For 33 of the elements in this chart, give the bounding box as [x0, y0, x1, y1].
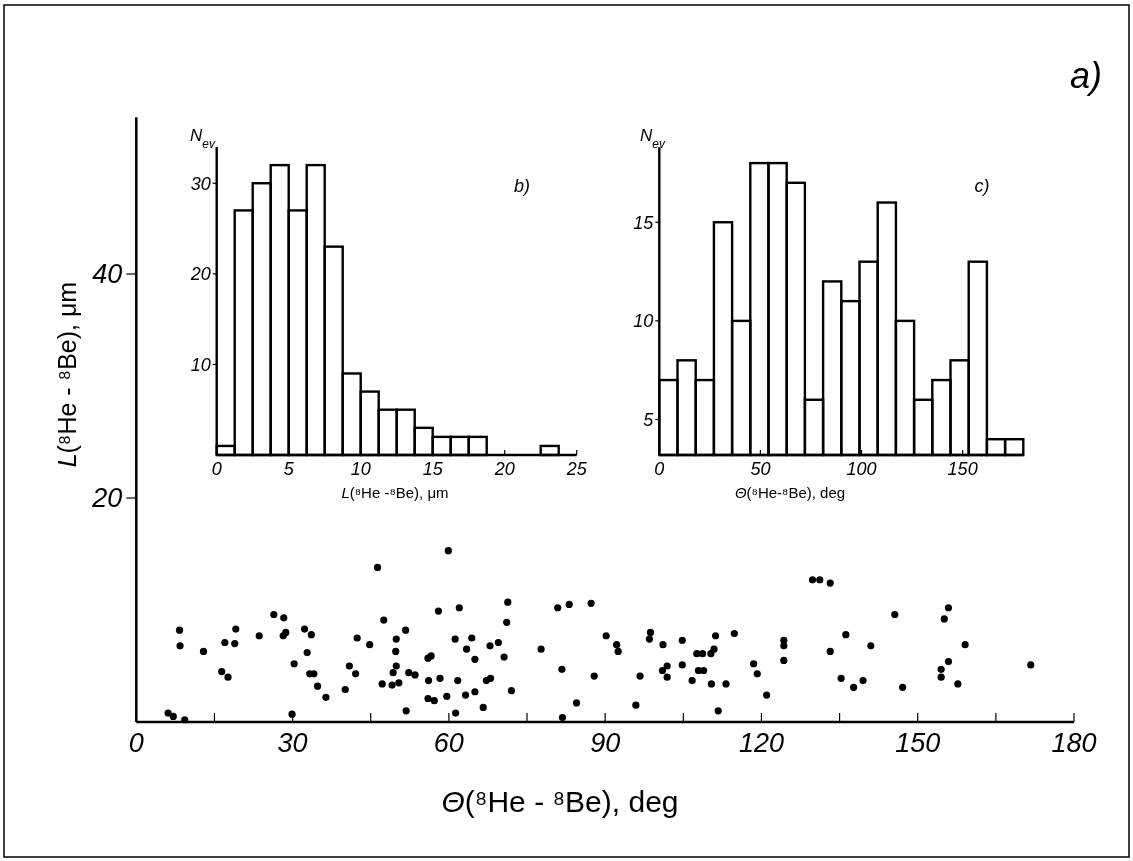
x-tick-label: 25: [565, 459, 588, 480]
x-axis-title: L(⁸He -⁸Be), μm: [341, 484, 449, 501]
x-tick-label: 5: [283, 459, 295, 480]
x-tick-label: 150: [895, 728, 941, 759]
x-tick-label: 120: [738, 728, 784, 759]
x-tick-label: 20: [493, 459, 515, 480]
y-tick-label: 40: [92, 259, 123, 290]
y-tick-label: 10: [190, 354, 211, 375]
x-tick-label: 0: [654, 459, 665, 480]
annotation: b): [513, 176, 531, 196]
y-axis-title: N$_{ev}$: [190, 126, 216, 151]
x-tick-label: 10: [350, 459, 371, 480]
y-tick-label: 10: [633, 311, 654, 332]
y-axis-title: N$_{ev}$: [640, 126, 666, 152]
y-tick-label: 30: [190, 173, 211, 194]
x-tick-label: 50: [750, 459, 771, 480]
y-tick-label: 15: [633, 212, 655, 233]
x-tick-label: 100: [846, 459, 877, 480]
x-tick-label: 180: [1051, 728, 1097, 759]
x-tick-label: 60: [433, 728, 464, 759]
x-tick-label: 150: [947, 459, 978, 480]
y-tick-label: 5: [643, 409, 655, 430]
y-tick-label: 20: [189, 264, 211, 285]
x-tick-label: 30: [277, 728, 308, 759]
text: a): [1069, 55, 1103, 96]
x-tick-label: 0: [128, 728, 144, 759]
y-axis-title: L(⁸He - ⁸Be), μm: [53, 281, 81, 468]
x-tick-label: 15: [422, 459, 444, 480]
x-tick-label: 0: [211, 459, 222, 480]
x-axis-title: Θ(⁸He - ⁸Be), deg: [441, 785, 679, 818]
annotation: c): [974, 176, 990, 196]
x-tick-label: 90: [590, 728, 621, 759]
x-axis-title: Θ(⁸He-⁸Be), deg: [734, 484, 846, 501]
